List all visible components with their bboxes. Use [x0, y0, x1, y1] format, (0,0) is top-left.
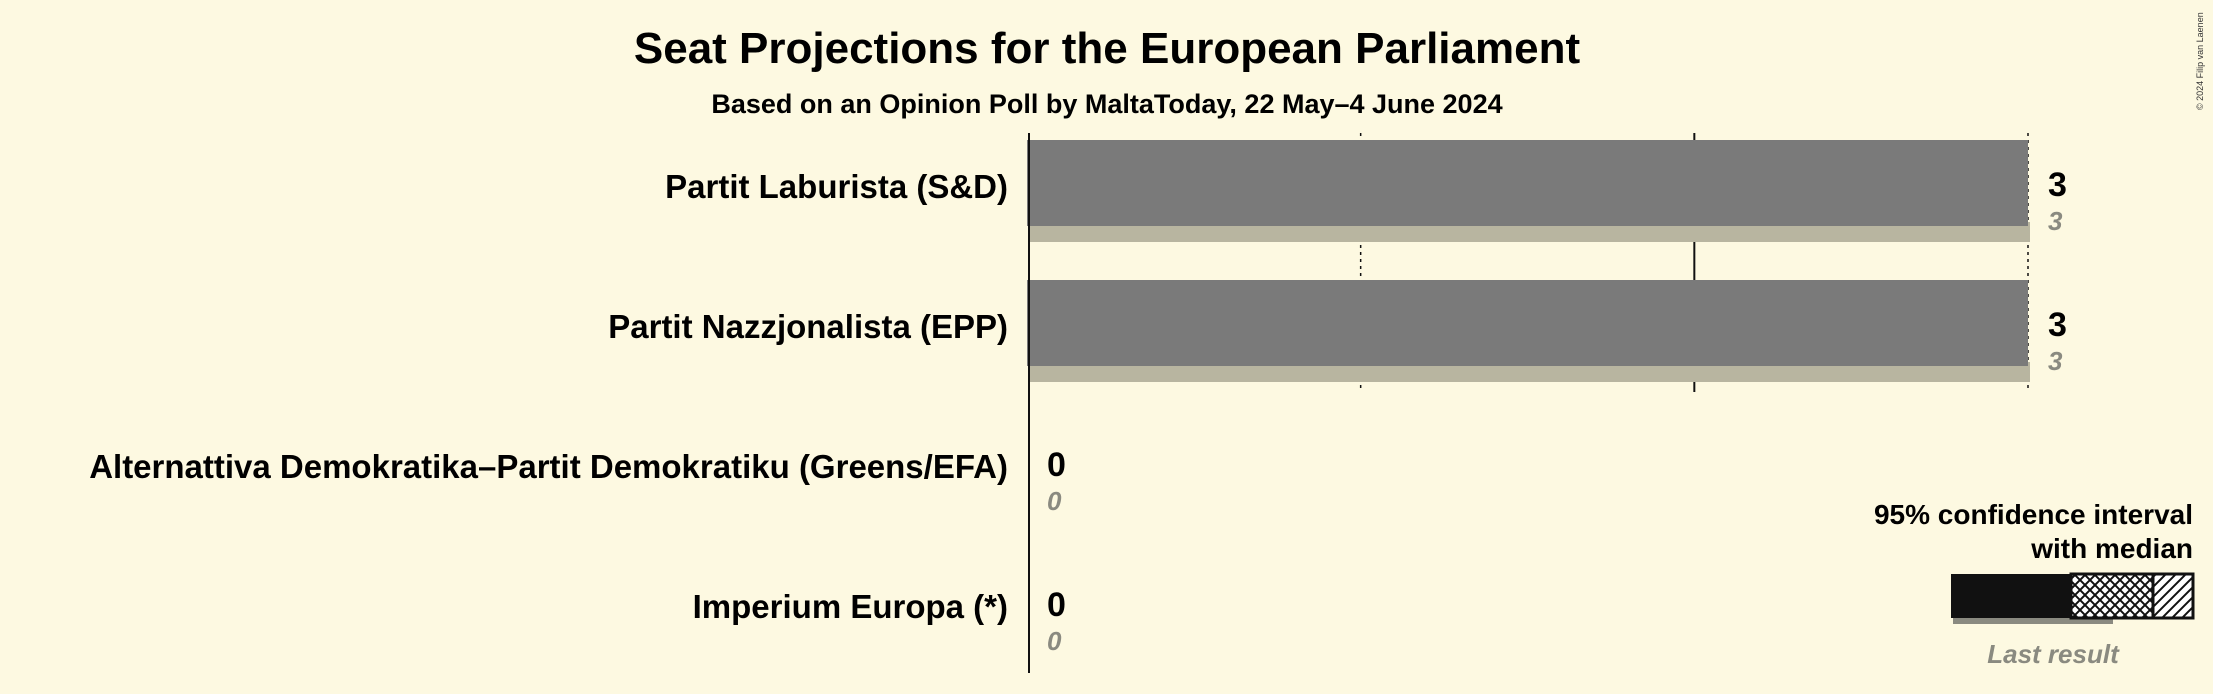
legend-last-result-label: Last result: [1987, 639, 2120, 669]
seat-bar-1: [1027, 280, 2028, 366]
seat-value-label-0: 3: [2048, 166, 2067, 204]
party-label-2: Alternattiva Demokratika–Partit Demokrat…: [89, 448, 1008, 485]
last-result-bar-1: [1029, 362, 2030, 382]
last-result-value-label-2: 0: [1047, 486, 1062, 516]
seat-value-label-2: 0: [1047, 446, 1066, 484]
legend-title-line1: 95% confidence interval: [1874, 499, 2193, 530]
legend-ci-crosshatch-swatch: [2069, 572, 2155, 620]
chart-subtitle: Based on an Opinion Poll by MaltaToday, …: [711, 89, 1502, 119]
seat-value-label-1: 3: [2048, 306, 2067, 344]
legend-title-line2: with median: [2030, 533, 2193, 564]
legend-ci-diaghatch-swatch: [2151, 572, 2195, 620]
last-result-bar-0: [1029, 222, 2030, 242]
chart-title: Seat Projections for the European Parlia…: [634, 24, 1581, 73]
legend: 95% confidence interval with median Last…: [1874, 499, 2195, 669]
party-label-1: Partit Nazzjonalista (EPP): [608, 308, 1008, 345]
legend-ci-solid-swatch: [1951, 574, 2071, 618]
seat-bar-0: [1027, 140, 2028, 226]
copyright-text: © 2024 Filip van Laenen: [2195, 12, 2205, 110]
seat-value-label-3: 0: [1047, 586, 1066, 624]
last-result-value-label-1: 3: [2048, 346, 2063, 376]
party-label-3: Imperium Europa (*): [693, 588, 1008, 625]
last-result-value-label-0: 3: [2048, 206, 2063, 236]
party-label-0: Partit Laburista (S&D): [665, 168, 1008, 205]
bars-group: [1027, 140, 2030, 382]
last-result-value-label-3: 0: [1047, 626, 1062, 656]
